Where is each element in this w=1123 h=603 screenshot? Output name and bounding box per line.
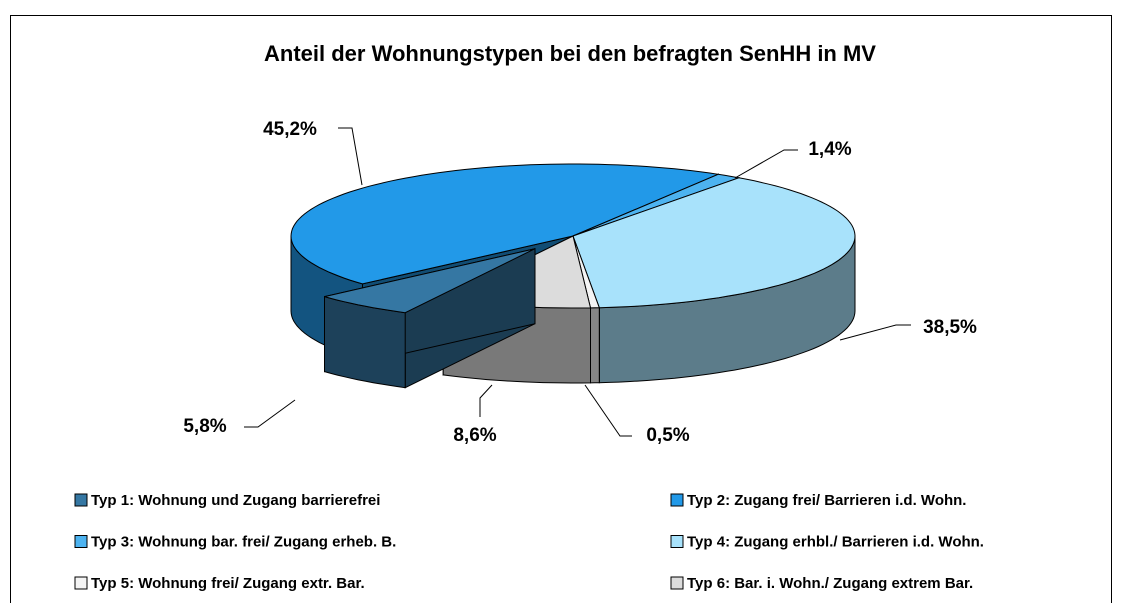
leader-line	[338, 127, 363, 186]
legend-label: Typ 4: Zugang erhbl./ Barrieren i.d. Woh…	[687, 533, 984, 550]
data-label: 1,4%	[808, 139, 851, 160]
data-label: 45,2%	[263, 119, 317, 140]
data-label: 38,5%	[923, 317, 977, 338]
slice-side	[590, 307, 600, 384]
data-label: 0,5%	[646, 425, 689, 446]
legend-swatch	[74, 576, 88, 590]
legend-swatch	[74, 493, 88, 507]
legend-label: Typ 5: Wohnung frei/ Zugang extr. Bar.	[91, 575, 365, 592]
legend-swatch	[670, 576, 684, 590]
legend-label: Typ 6: Bar. i. Wohn./ Zugang extrem Bar.	[687, 575, 973, 592]
legend-swatch	[74, 535, 88, 548]
legend-label: Typ 3: Wohnung bar. frei/ Zugang erheb. …	[91, 533, 396, 550]
data-label: 5,8%	[183, 416, 226, 437]
slice	[572, 177, 856, 309]
legend-swatch	[670, 493, 684, 507]
slice	[324, 248, 536, 314]
leader-line	[479, 384, 493, 417]
slice	[290, 163, 721, 285]
leader-line	[734, 149, 798, 179]
leader-line	[839, 324, 911, 341]
chart-title: Anteil der Wohnungstypen bei den befragt…	[264, 41, 876, 66]
data-label: 8,6%	[453, 425, 496, 446]
legend-label: Typ 2: Zugang frei/ Barrieren i.d. Wohn.	[687, 492, 966, 509]
leader-line	[584, 384, 632, 437]
legend-swatch	[670, 535, 684, 548]
leader-line	[244, 399, 296, 428]
legend-label: Typ 1: Wohnung und Zugang barrierefrei	[91, 492, 380, 509]
